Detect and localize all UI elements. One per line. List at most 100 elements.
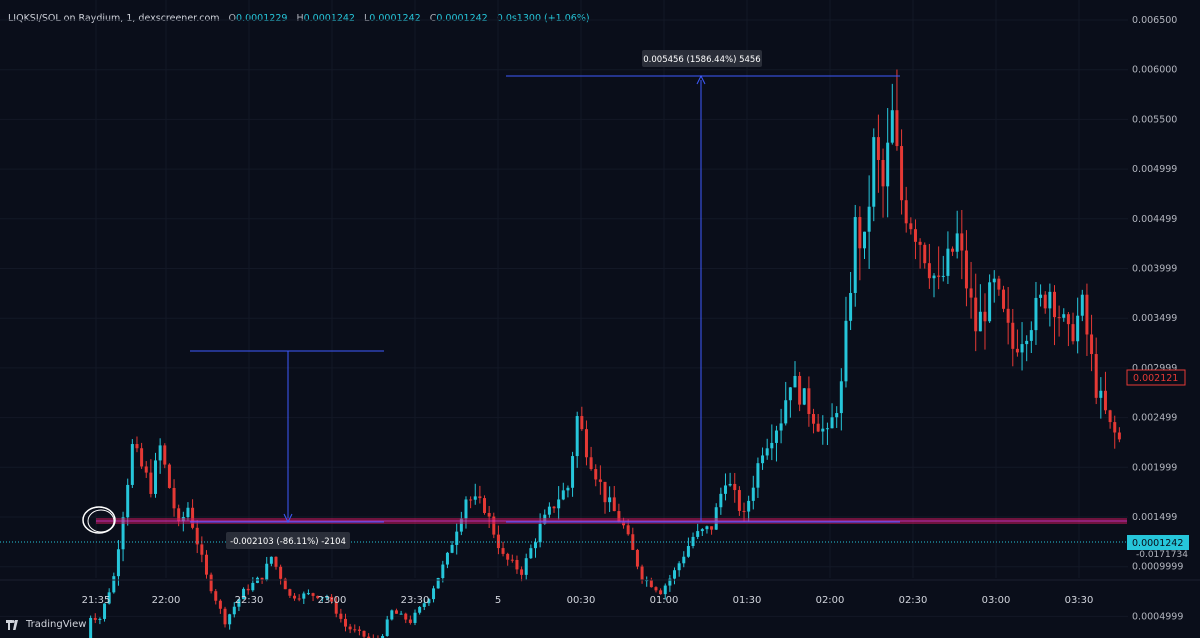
candle-body [1113, 422, 1117, 433]
candle-body [909, 223, 913, 230]
hand-drawn-circle [82, 506, 116, 534]
candle-body [594, 469, 598, 480]
candle-body [538, 523, 542, 543]
candle-body [306, 593, 310, 595]
candle-body [802, 388, 806, 405]
candle-body [645, 580, 649, 582]
candle-body [529, 548, 533, 559]
candle-body [807, 388, 811, 415]
candle-body [723, 485, 727, 494]
candle-body [710, 526, 714, 530]
candle-body [260, 577, 264, 581]
x-tick-label: 02:30 [899, 595, 928, 606]
candle-body [700, 529, 704, 532]
candle-body [422, 603, 426, 607]
current-price-tag [1127, 535, 1189, 550]
candle-body [251, 582, 255, 591]
open-value: 0.0001229 [236, 13, 288, 24]
open-label: O [228, 13, 237, 24]
candle-body [742, 510, 746, 512]
candle-body [1062, 314, 1066, 318]
candle-body [1108, 410, 1112, 423]
candle-body [793, 375, 797, 388]
time-axis[interactable]: 21:35 22:00 22:30 23:00 23:30 5 00:30 01:00 01:3… [0, 579, 1200, 606]
candle-body [320, 597, 324, 599]
candle-body [635, 549, 639, 567]
candle-body [186, 507, 190, 518]
x-tick-label: 22:00 [152, 595, 181, 606]
candle-body [121, 517, 125, 550]
candle-body [1080, 294, 1084, 316]
candle-body [214, 591, 218, 601]
y-tick-label: 0.001499 [1132, 512, 1177, 523]
candle-body [1048, 291, 1052, 309]
price-axis[interactable]: 0.006500 0.006000 0.005500 0.004999 0.004499… [1126, 15, 1189, 622]
candle-body [835, 413, 839, 418]
candle-body [1039, 294, 1043, 298]
measure-up-arrow-head [696, 74, 706, 85]
x-tick-label: 23:30 [401, 595, 430, 606]
candle-body [274, 556, 278, 567]
candle-body [432, 588, 436, 600]
candle-body [969, 288, 973, 298]
candle-body [344, 618, 347, 627]
candle-body [937, 275, 941, 277]
y-tick-label: 0.003499 [1132, 313, 1177, 324]
candle-body [413, 612, 417, 623]
candle-body [983, 311, 987, 322]
candle-body [334, 601, 338, 614]
measure-down-label-bg [226, 532, 350, 549]
close-price-label: 0.002121 [1133, 373, 1178, 384]
candle-body [158, 445, 162, 461]
close-label: C [429, 13, 437, 24]
candle-body [394, 610, 398, 614]
y-tick-label: 0.0009999 [1132, 562, 1183, 573]
tradingview-logo-icon [6, 619, 18, 630]
candle-body [293, 595, 297, 599]
candle-body [1103, 390, 1107, 411]
candle-body [552, 506, 556, 509]
candle-body [770, 442, 774, 449]
candle-body [872, 137, 876, 207]
candle-body [913, 229, 917, 242]
candle-body [1029, 330, 1033, 341]
candle-body [246, 588, 250, 591]
tradingview-branding[interactable]: TradingView [6, 619, 86, 630]
candle-body [103, 603, 107, 619]
candle-body [733, 483, 737, 491]
candle-body [441, 564, 445, 579]
chart-header: LIQKSI/SOL on Raydium, 1, dexscreener.co… [8, 13, 590, 24]
close-value: 0.0001242 [436, 13, 488, 24]
candle-body [144, 466, 148, 473]
candle-body [788, 387, 792, 401]
candle-body [154, 460, 158, 494]
candle-body [863, 231, 866, 249]
x-tick-label: 21:35 [82, 595, 111, 606]
brand-name: TradingView [26, 619, 87, 630]
candle-body [584, 429, 588, 458]
candle-body [483, 498, 487, 513]
candle-body [353, 629, 357, 631]
candle-body [1117, 432, 1121, 440]
y-tick-label: 0.005500 [1132, 114, 1177, 125]
candle-body [408, 619, 412, 623]
candle-body [603, 481, 607, 503]
candle-body [469, 499, 473, 501]
candle-body [677, 563, 681, 571]
candle-body [946, 248, 950, 276]
candle-body [992, 278, 996, 283]
candle-body [297, 598, 301, 600]
candle-body [492, 516, 496, 535]
candle-body [747, 500, 751, 512]
low-label: L [364, 13, 370, 24]
candle-body [385, 619, 389, 636]
candle-body [232, 606, 236, 615]
y-tick-label: 0.002999 [1132, 363, 1177, 374]
candle-body [200, 544, 204, 555]
candle-body [1066, 314, 1070, 325]
candle-body [218, 600, 222, 609]
candle-body [427, 599, 431, 604]
candle-body [761, 455, 765, 464]
candle-body [163, 445, 167, 465]
